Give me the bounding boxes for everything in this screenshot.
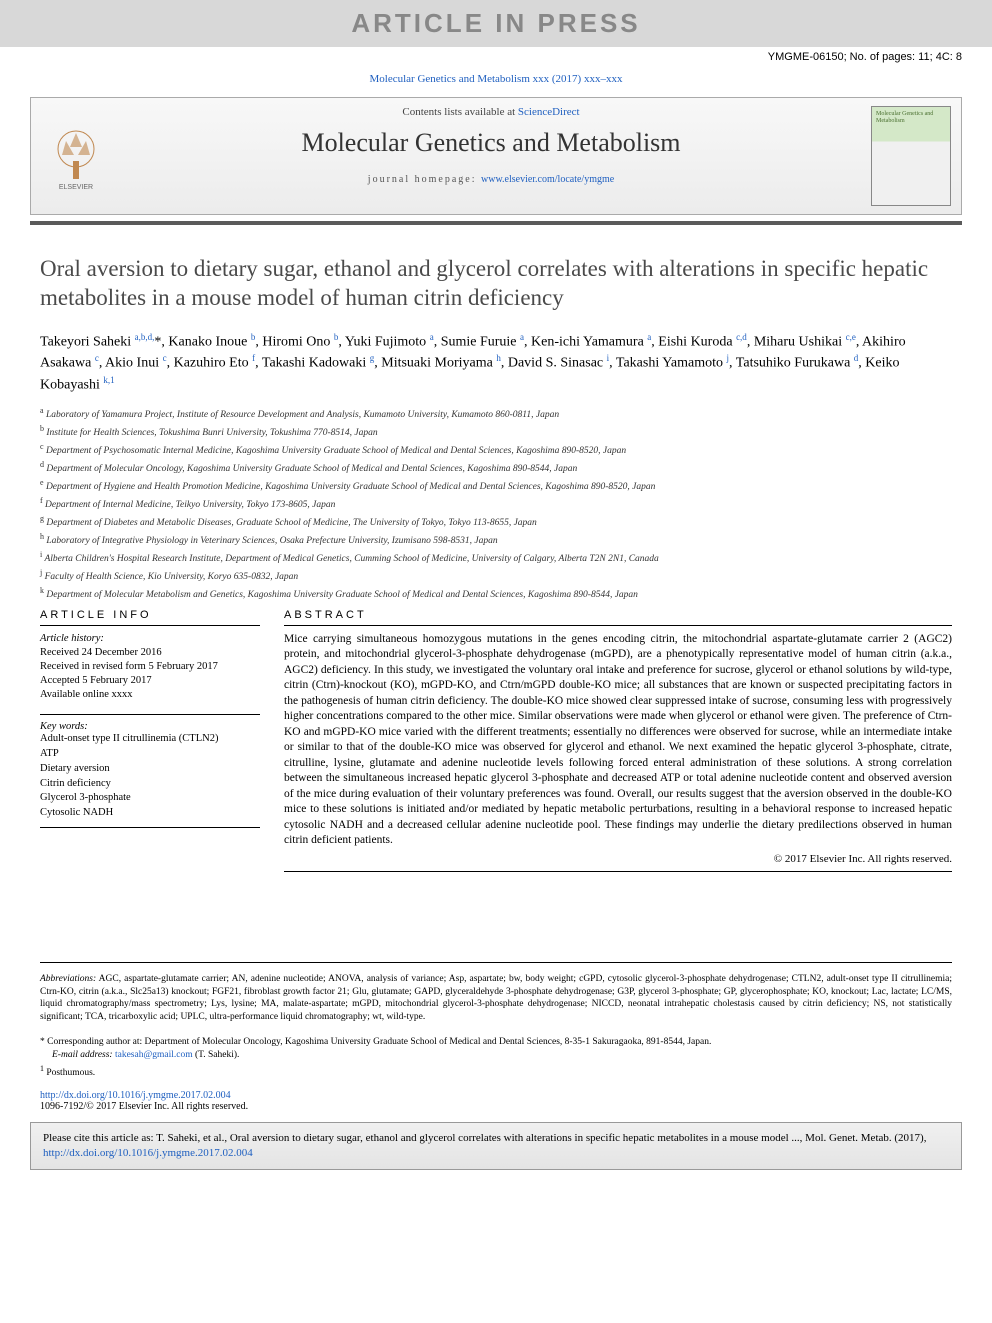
- article-info-heading: ARTICLE INFO: [40, 609, 260, 626]
- svg-text:ELSEVIER: ELSEVIER: [59, 184, 93, 191]
- keyword-item: Dietary aversion: [40, 762, 260, 777]
- abbreviations-block: Abbreviations: AGC, aspartate-glutamate …: [0, 963, 992, 1034]
- affiliation-item: g Department of Diabetes and Metabolic D…: [40, 513, 952, 531]
- keywords-label: Key words:: [40, 714, 260, 732]
- affiliation-item: b Institute for Health Sciences, Tokushi…: [40, 423, 952, 441]
- author-list: Takeyori Saheki a,b,d,*, Kanako Inoue b,…: [40, 331, 952, 396]
- keyword-item: Adult-onset type II citrullinemia (CTLN2…: [40, 732, 260, 747]
- keyword-item: Glycerol 3-phosphate: [40, 791, 260, 806]
- doi-link[interactable]: http://dx.doi.org/10.1016/j.ymgme.2017.0…: [40, 1090, 231, 1101]
- journal-reference: Molecular Genetics and Metabolism xxx (2…: [0, 67, 992, 97]
- affiliation-item: i Alberta Children's Hospital Research I…: [40, 549, 952, 567]
- publisher-logo: ELSEVIER: [31, 98, 121, 214]
- journal-header: ELSEVIER Contents lists available at Sci…: [30, 97, 962, 215]
- journal-name: Molecular Genetics and Metabolism: [131, 128, 851, 158]
- affiliation-item: c Department of Psychosomatic Internal M…: [40, 441, 952, 459]
- document-id: YMGME-06150; No. of pages: 11; 4C: 8: [0, 47, 992, 67]
- abstract-heading: ABSTRACT: [284, 609, 952, 626]
- elsevier-tree-icon: ELSEVIER: [46, 121, 106, 191]
- copyright-line: © 2017 Elsevier Inc. All rights reserved…: [284, 853, 952, 872]
- keyword-item: ATP: [40, 747, 260, 762]
- affiliation-item: f Department of Internal Medicine, Teiky…: [40, 495, 952, 513]
- keyword-item: Citrin deficiency: [40, 777, 260, 792]
- abstract-text: Mice carrying simultaneous homozygous mu…: [284, 632, 952, 849]
- article-title: Oral aversion to dietary sugar, ethanol …: [40, 255, 952, 313]
- journal-cover: Molecular Genetics and Metabolism: [861, 98, 961, 214]
- homepage-link[interactable]: www.elsevier.com/locate/ymgme: [481, 174, 614, 185]
- keyword-item: Cytosolic NADH: [40, 806, 260, 821]
- affiliation-item: e Department of Hygiene and Health Promo…: [40, 477, 952, 495]
- sciencedirect-link[interactable]: ScienceDirect: [518, 106, 580, 118]
- article-history: Article history: Received 24 December 20…: [40, 632, 260, 703]
- affiliation-list: a Laboratory of Yamamura Project, Instit…: [40, 405, 952, 602]
- affiliation-item: k Department of Molecular Metabolism and…: [40, 585, 952, 603]
- corresponding-author: * Corresponding author at: Department of…: [0, 1034, 992, 1082]
- corresponding-email-link[interactable]: takesah@gmail.com: [115, 1050, 193, 1060]
- citation-box: Please cite this article as: T. Saheki, …: [30, 1122, 962, 1170]
- affiliation-item: h Laboratory of Integrative Physiology i…: [40, 531, 952, 549]
- affiliation-item: d Department of Molecular Oncology, Kago…: [40, 459, 952, 477]
- doi-block: http://dx.doi.org/10.1016/j.ymgme.2017.0…: [0, 1082, 992, 1116]
- affiliation-item: a Laboratory of Yamamura Project, Instit…: [40, 405, 952, 423]
- in-press-banner: ARTICLE IN PRESS: [0, 0, 992, 47]
- journal-homepage: journal homepage: www.elsevier.com/locat…: [131, 174, 851, 185]
- keywords-list: Adult-onset type II citrullinemia (CTLN2…: [40, 732, 260, 827]
- affiliation-item: j Faculty of Health Science, Kio Univers…: [40, 567, 952, 585]
- contents-available: Contents lists available at ScienceDirec…: [131, 106, 851, 118]
- citation-doi-link[interactable]: http://dx.doi.org/10.1016/j.ymgme.2017.0…: [43, 1147, 253, 1159]
